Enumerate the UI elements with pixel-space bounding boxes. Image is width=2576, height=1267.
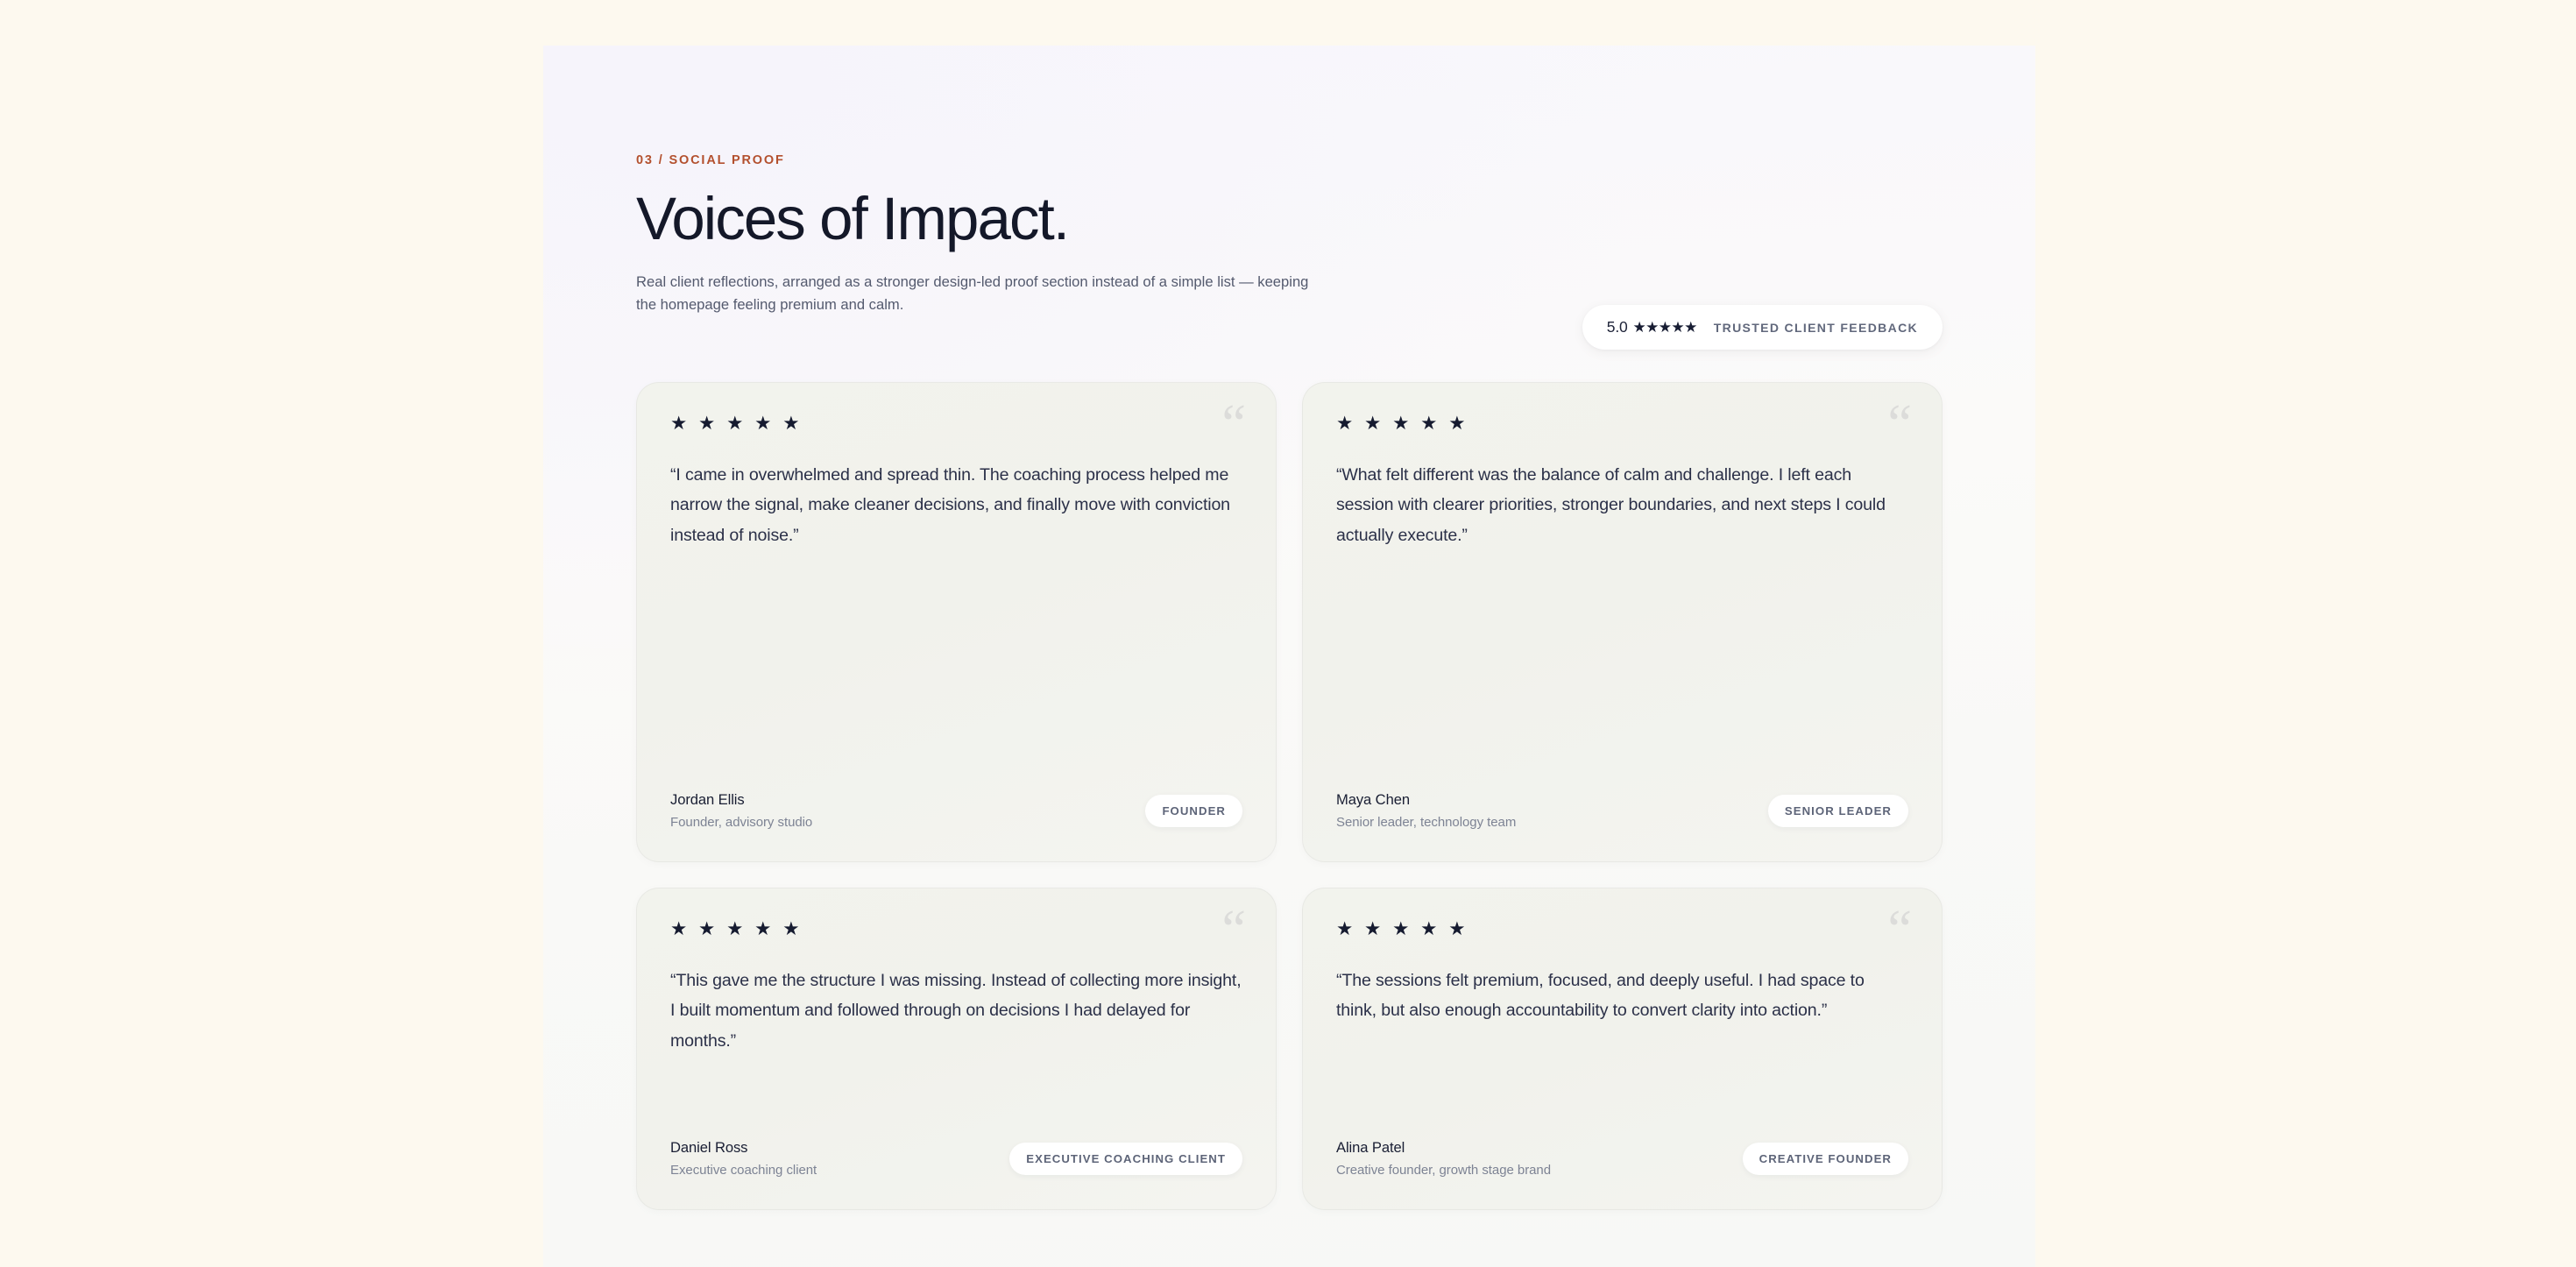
author-name: Maya Chen <box>1336 791 1410 809</box>
trusted-feedback-badge[interactable]: 5.0 ★★★★★ TRUSTED CLIENT FEEDBACK <box>1582 305 1943 350</box>
author-name: Alina Patel <box>1336 1139 1405 1157</box>
author-block: Jordan Ellis Founder, advisory studio <box>670 790 812 832</box>
role-badge[interactable]: FOUNDER <box>1145 795 1242 828</box>
author-role: Founder, advisory studio <box>670 814 813 830</box>
page-title: Voices of Impact. <box>636 184 1070 252</box>
testimonial-quote: “I came in overwhelmed and spread thin. … <box>670 464 1230 546</box>
quote-mark-icon: “ <box>1221 900 1246 959</box>
star-rating-icon: ★ ★ ★ ★ ★ <box>1336 918 1468 939</box>
testimonial-footer: Alina Patel Creative founder, growth sta… <box>1336 1138 1908 1179</box>
section-eyebrow: 03 / SOCIAL PROOF <box>636 153 785 167</box>
role-badge[interactable]: SENIOR LEADER <box>1767 795 1908 828</box>
testimonial-quote: “The sessions felt premium, focused, and… <box>1336 970 1865 1021</box>
testimonial-footer: Daniel Ross Executive coaching client EX… <box>670 1138 1242 1179</box>
star-rating-icon: ★ ★ ★ ★ ★ <box>670 918 803 939</box>
social-proof-section: 03 / SOCIAL PROOF Voices of Impact. Real… <box>543 46 2035 1267</box>
badge-score: 5.0 <box>1606 318 1628 336</box>
testimonial-footer: Jordan Ellis Founder, advisory studio FO… <box>670 790 1242 832</box>
testimonial-card[interactable]: “ ★ ★ ★ ★ ★ “What felt different was the… <box>1302 382 1943 862</box>
star-rating-icon: ★ ★ ★ ★ ★ <box>1336 413 1468 434</box>
section-inner: 03 / SOCIAL PROOF Voices of Impact. Real… <box>543 46 2035 1267</box>
author-role: Senior leader, technology team <box>1336 814 1517 830</box>
testimonial-card[interactable]: “ ★ ★ ★ ★ ★ “The sessions felt premium, … <box>1302 888 1943 1210</box>
author-role: Executive coaching client <box>670 1162 817 1178</box>
testimonial-card[interactable]: “ ★ ★ ★ ★ ★ “I came in overwhelmed and s… <box>636 382 1277 862</box>
badge-rating-group: 5.0 ★★★★★ <box>1606 318 1698 336</box>
star-rating-icon: ★ ★ ★ ★ ★ <box>670 413 803 434</box>
star-rating-icon: ★★★★★ <box>1632 319 1698 336</box>
testimonial-grid: “ ★ ★ ★ ★ ★ “I came in overwhelmed and s… <box>636 382 1943 1210</box>
author-role: Creative founder, growth stage brand <box>1336 1162 1552 1178</box>
author-block: Maya Chen Senior leader, technology team <box>1336 790 1516 832</box>
testimonial-quote: “This gave me the structure I was missin… <box>670 970 1242 1051</box>
quote-mark-icon: “ <box>1221 394 1246 454</box>
quote-mark-icon: “ <box>1887 394 1912 454</box>
author-name: Jordan Ellis <box>670 791 745 809</box>
badge-label: TRUSTED CLIENT FEEDBACK <box>1713 320 1918 335</box>
section-subhead: Real client reflections, arranged as a s… <box>636 273 1309 314</box>
role-badge[interactable]: CREATIVE FOUNDER <box>1742 1143 1908 1176</box>
quote-mark-icon: “ <box>1887 900 1912 959</box>
author-block: Daniel Ross Executive coaching client <box>670 1138 817 1179</box>
author-block: Alina Patel Creative founder, growth sta… <box>1336 1138 1551 1179</box>
role-badge[interactable]: EXECUTIVE COACHING CLIENT <box>1009 1143 1242 1176</box>
author-name: Daniel Ross <box>670 1139 748 1157</box>
testimonial-card[interactable]: “ ★ ★ ★ ★ ★ “This gave me the structure … <box>636 888 1277 1210</box>
testimonial-footer: Maya Chen Senior leader, technology team… <box>1336 790 1908 832</box>
testimonial-quote: “What felt different was the balance of … <box>1336 464 1886 546</box>
